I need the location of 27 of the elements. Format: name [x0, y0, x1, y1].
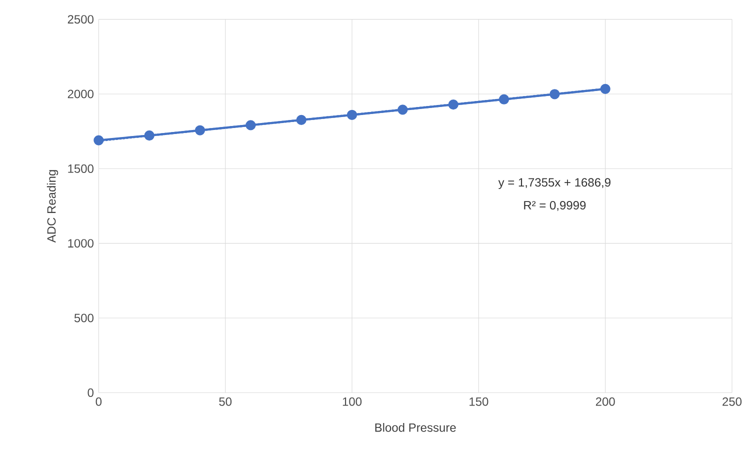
- x-tick-label: 100: [342, 397, 362, 406]
- point: [346, 110, 358, 120]
- x-tick-label: 50: [219, 397, 232, 406]
- y-tick-label: 1500: [68, 164, 94, 173]
- point: [246, 120, 256, 130]
- annotation: R² = 0,9999: [524, 201, 586, 211]
- point: [498, 94, 510, 104]
- y-tick-label: 0: [88, 388, 94, 397]
- point: [550, 89, 560, 100]
- annotation: y = 1,7355x + 1686,9: [498, 178, 610, 190]
- x-tick-label: 200: [596, 397, 615, 406]
- y-axis-title: ADC Reading: [46, 170, 58, 243]
- x-axis-title: Blood Pressure: [375, 423, 456, 432]
- point: [296, 114, 306, 126]
- y-tick-label: 500: [74, 314, 94, 322]
- y-tick-label: 1000: [68, 239, 94, 248]
- x-tick-label: 150: [470, 397, 488, 406]
- x-tick-label: 250: [722, 397, 742, 406]
- point: [448, 100, 458, 110]
- x-tick-label: 0: [96, 397, 102, 406]
- point: [144, 130, 154, 141]
- point: [398, 104, 408, 115]
- point: [600, 84, 610, 94]
- point: [94, 135, 104, 146]
- y-tick-label: 2000: [68, 90, 94, 98]
- y-tick-label: 2500: [68, 15, 94, 24]
- point: [194, 125, 206, 136]
